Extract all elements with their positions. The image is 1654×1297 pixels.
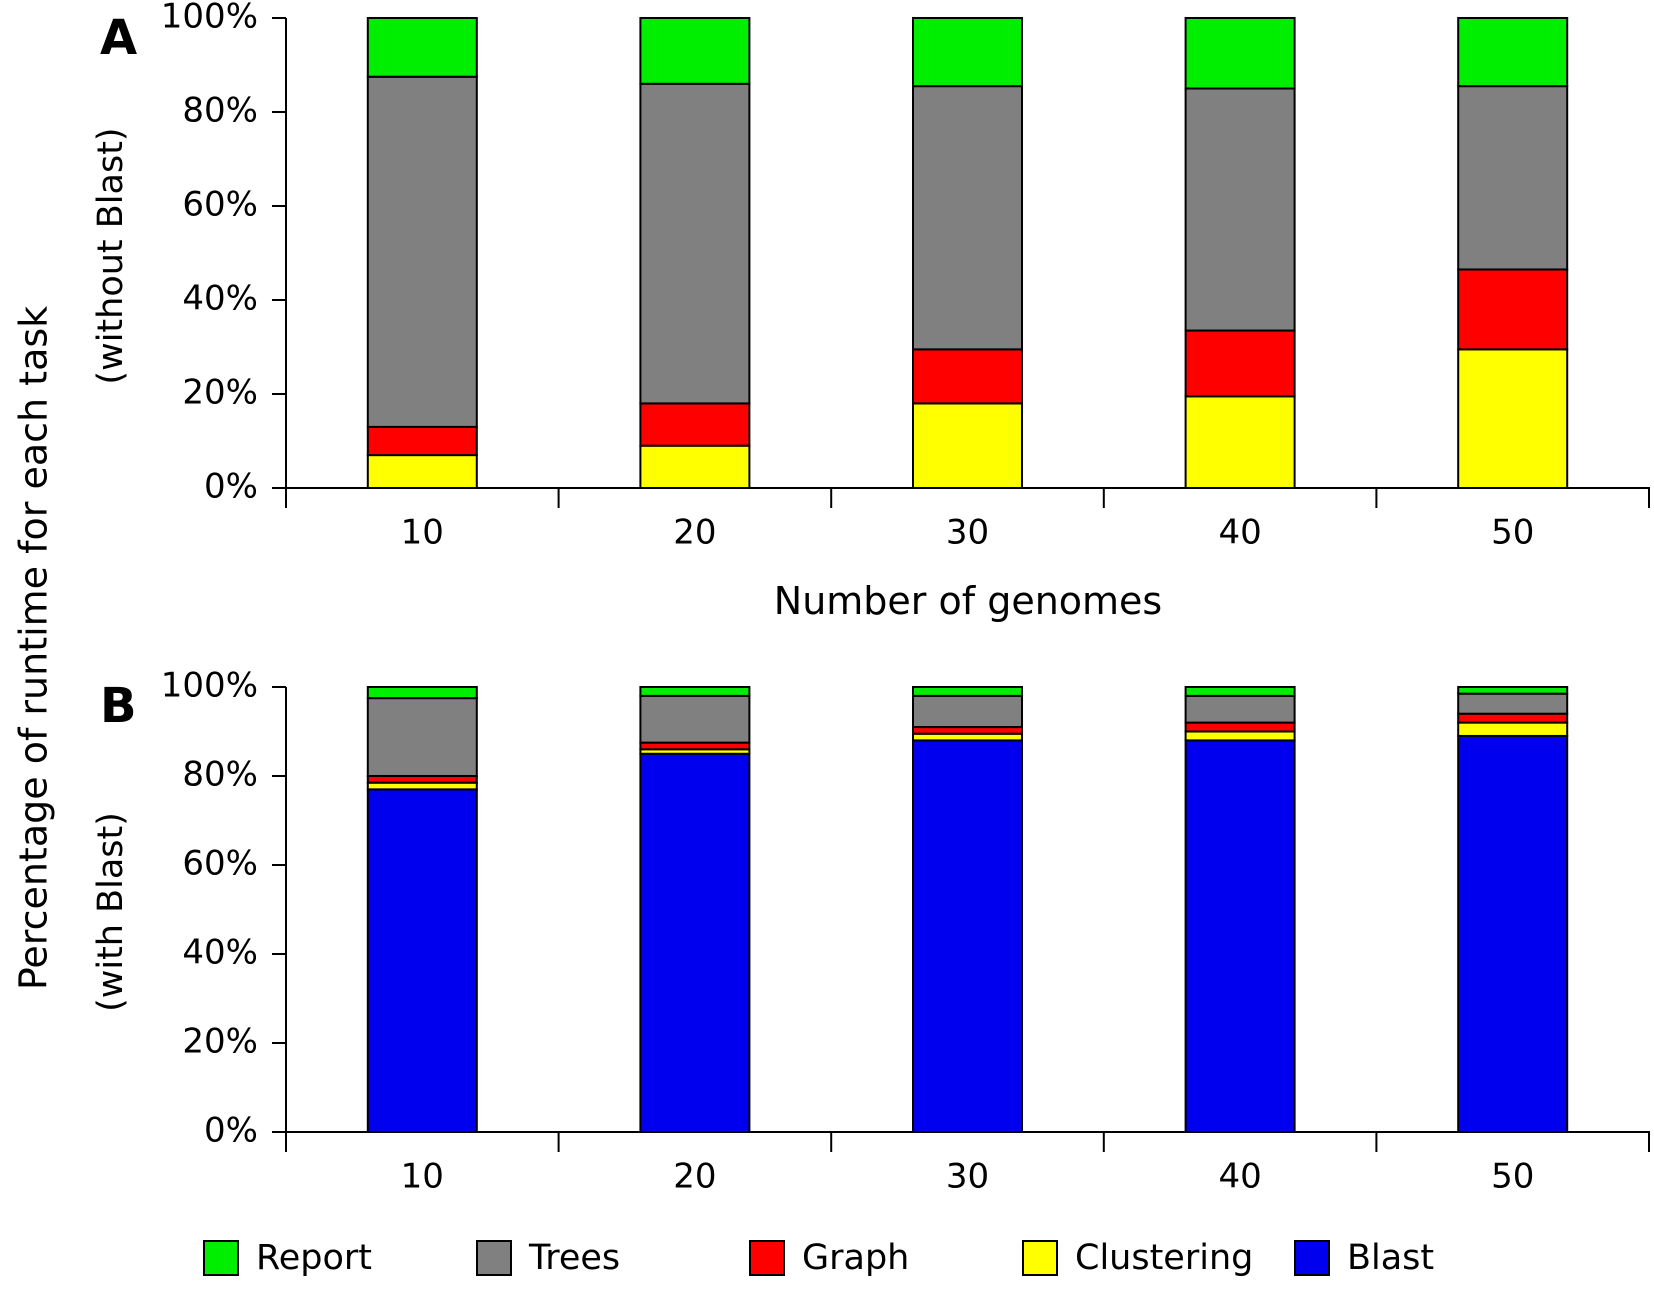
x-tick-label: 40 bbox=[1218, 513, 1261, 553]
bar-segment-clustering-20 bbox=[639, 444, 751, 490]
bar-segment-trees-10 bbox=[366, 75, 478, 428]
y-tick-label: 40% bbox=[182, 279, 258, 319]
y-tick-label: 80% bbox=[182, 755, 258, 795]
x-tick-label: 20 bbox=[673, 1157, 716, 1197]
bar-segment-clustering-10 bbox=[366, 781, 478, 791]
bar-segment-report-10 bbox=[366, 686, 478, 700]
bar-segment-trees-10 bbox=[366, 697, 478, 777]
bar-segment-trees-20 bbox=[639, 82, 751, 405]
y-tick-label: 100% bbox=[161, 666, 258, 706]
legend-swatch-clustering bbox=[1022, 1240, 1058, 1276]
bar-segment-trees-40 bbox=[1184, 87, 1296, 332]
x-tick-label: 50 bbox=[1491, 513, 1534, 553]
bar-segment-blast-20 bbox=[639, 752, 751, 1133]
x-tick-label: 10 bbox=[401, 513, 444, 553]
bar-segment-graph-10 bbox=[366, 775, 478, 784]
bar-segment-trees-30 bbox=[912, 85, 1023, 351]
bar-segment-blast-10 bbox=[366, 788, 478, 1133]
panel-a-y-subtitle: (without Blast) bbox=[91, 127, 131, 384]
y-tick-label: 0% bbox=[204, 1111, 258, 1151]
bar-segment-blast-50 bbox=[1457, 734, 1569, 1133]
bar-segment-report-50 bbox=[1457, 686, 1569, 695]
bar-segment-report-30 bbox=[912, 17, 1023, 88]
bar-segment-clustering-50 bbox=[1457, 721, 1569, 737]
panel-b-y-subtitle: (with Blast) bbox=[91, 812, 131, 1012]
bar-segment-graph-20 bbox=[639, 402, 751, 447]
bar-segment-trees-40 bbox=[1184, 694, 1296, 724]
legend-label-report: Report bbox=[256, 1238, 372, 1278]
bar-segment-report-20 bbox=[639, 17, 751, 85]
bar-segment-report-30 bbox=[912, 686, 1023, 697]
bar-segment-graph-20 bbox=[639, 741, 751, 751]
bar-segment-clustering-40 bbox=[1184, 395, 1296, 490]
y-tick-label: 60% bbox=[182, 185, 258, 225]
bar-segment-trees-50 bbox=[1457, 692, 1569, 715]
y-tick-label: 80% bbox=[182, 91, 258, 131]
y-tick-label: 60% bbox=[182, 844, 258, 884]
bar-segment-clustering-10 bbox=[366, 454, 478, 490]
legend-swatch-blast bbox=[1294, 1240, 1330, 1276]
bar-segment-graph-40 bbox=[1184, 329, 1296, 398]
bar-segment-clustering-50 bbox=[1457, 348, 1569, 489]
y-tick-label: 20% bbox=[182, 1022, 258, 1062]
bar-segment-trees-50 bbox=[1457, 85, 1569, 271]
y-axis-title: Percentage of runtime for each task bbox=[12, 306, 56, 990]
bar-segment-report-10 bbox=[366, 17, 478, 78]
bar-segment-graph-50 bbox=[1457, 268, 1569, 351]
y-tick-label: 100% bbox=[161, 0, 258, 37]
bar-segment-clustering-30 bbox=[912, 402, 1023, 489]
x-tick-label: 10 bbox=[401, 1157, 444, 1197]
bar-segment-blast-30 bbox=[912, 739, 1023, 1134]
panel-a-x-axis-title: Number of genomes bbox=[774, 579, 1162, 623]
bar-segment-graph-50 bbox=[1457, 712, 1569, 724]
panel-b-letter: B bbox=[100, 678, 137, 734]
x-tick-label: 20 bbox=[673, 513, 716, 553]
y-tick-label: 40% bbox=[182, 933, 258, 973]
x-tick-label: 50 bbox=[1491, 1157, 1534, 1197]
bar-segment-report-20 bbox=[639, 686, 751, 697]
bar-segment-report-40 bbox=[1184, 17, 1296, 90]
panel-a: A (without Blast) Number of genomes 0% 20… bbox=[91, 0, 1650, 623]
bar-segment-graph-30 bbox=[912, 726, 1023, 735]
bar-segment-graph-40 bbox=[1184, 721, 1296, 733]
bar-segment-report-40 bbox=[1184, 686, 1296, 697]
legend-swatch-trees bbox=[476, 1240, 512, 1276]
legend-label-blast: Blast bbox=[1347, 1238, 1434, 1278]
legend: Report Trees Graph Clustering Blast bbox=[203, 1238, 1434, 1278]
y-tick-label: 0% bbox=[204, 467, 258, 507]
bar-segment-trees-30 bbox=[912, 694, 1023, 729]
legend-label-clustering: Clustering bbox=[1075, 1238, 1253, 1278]
x-tick-label: 30 bbox=[946, 1157, 989, 1197]
legend-swatch-report bbox=[203, 1240, 239, 1276]
bar-segment-trees-20 bbox=[639, 694, 751, 744]
y-tick-label: 20% bbox=[182, 373, 258, 413]
legend-label-trees: Trees bbox=[528, 1238, 620, 1278]
legend-label-graph: Graph bbox=[802, 1238, 909, 1278]
x-tick-label: 30 bbox=[946, 513, 989, 553]
bar-segment-report-50 bbox=[1457, 17, 1569, 88]
bar-segment-clustering-30 bbox=[912, 732, 1023, 742]
x-tick-label: 40 bbox=[1218, 1157, 1261, 1197]
panel-b: B (with Blast) 0% 20% 40% 60% 80% 100% 10 20 30 4… bbox=[91, 666, 1650, 1197]
bar-segment-clustering-40 bbox=[1184, 730, 1296, 742]
bar-segment-graph-10 bbox=[366, 425, 478, 457]
panel-a-letter: A bbox=[100, 10, 137, 66]
legend-swatch-graph bbox=[749, 1240, 785, 1276]
bar-segment-graph-30 bbox=[912, 348, 1023, 405]
bar-segment-blast-40 bbox=[1184, 739, 1296, 1134]
